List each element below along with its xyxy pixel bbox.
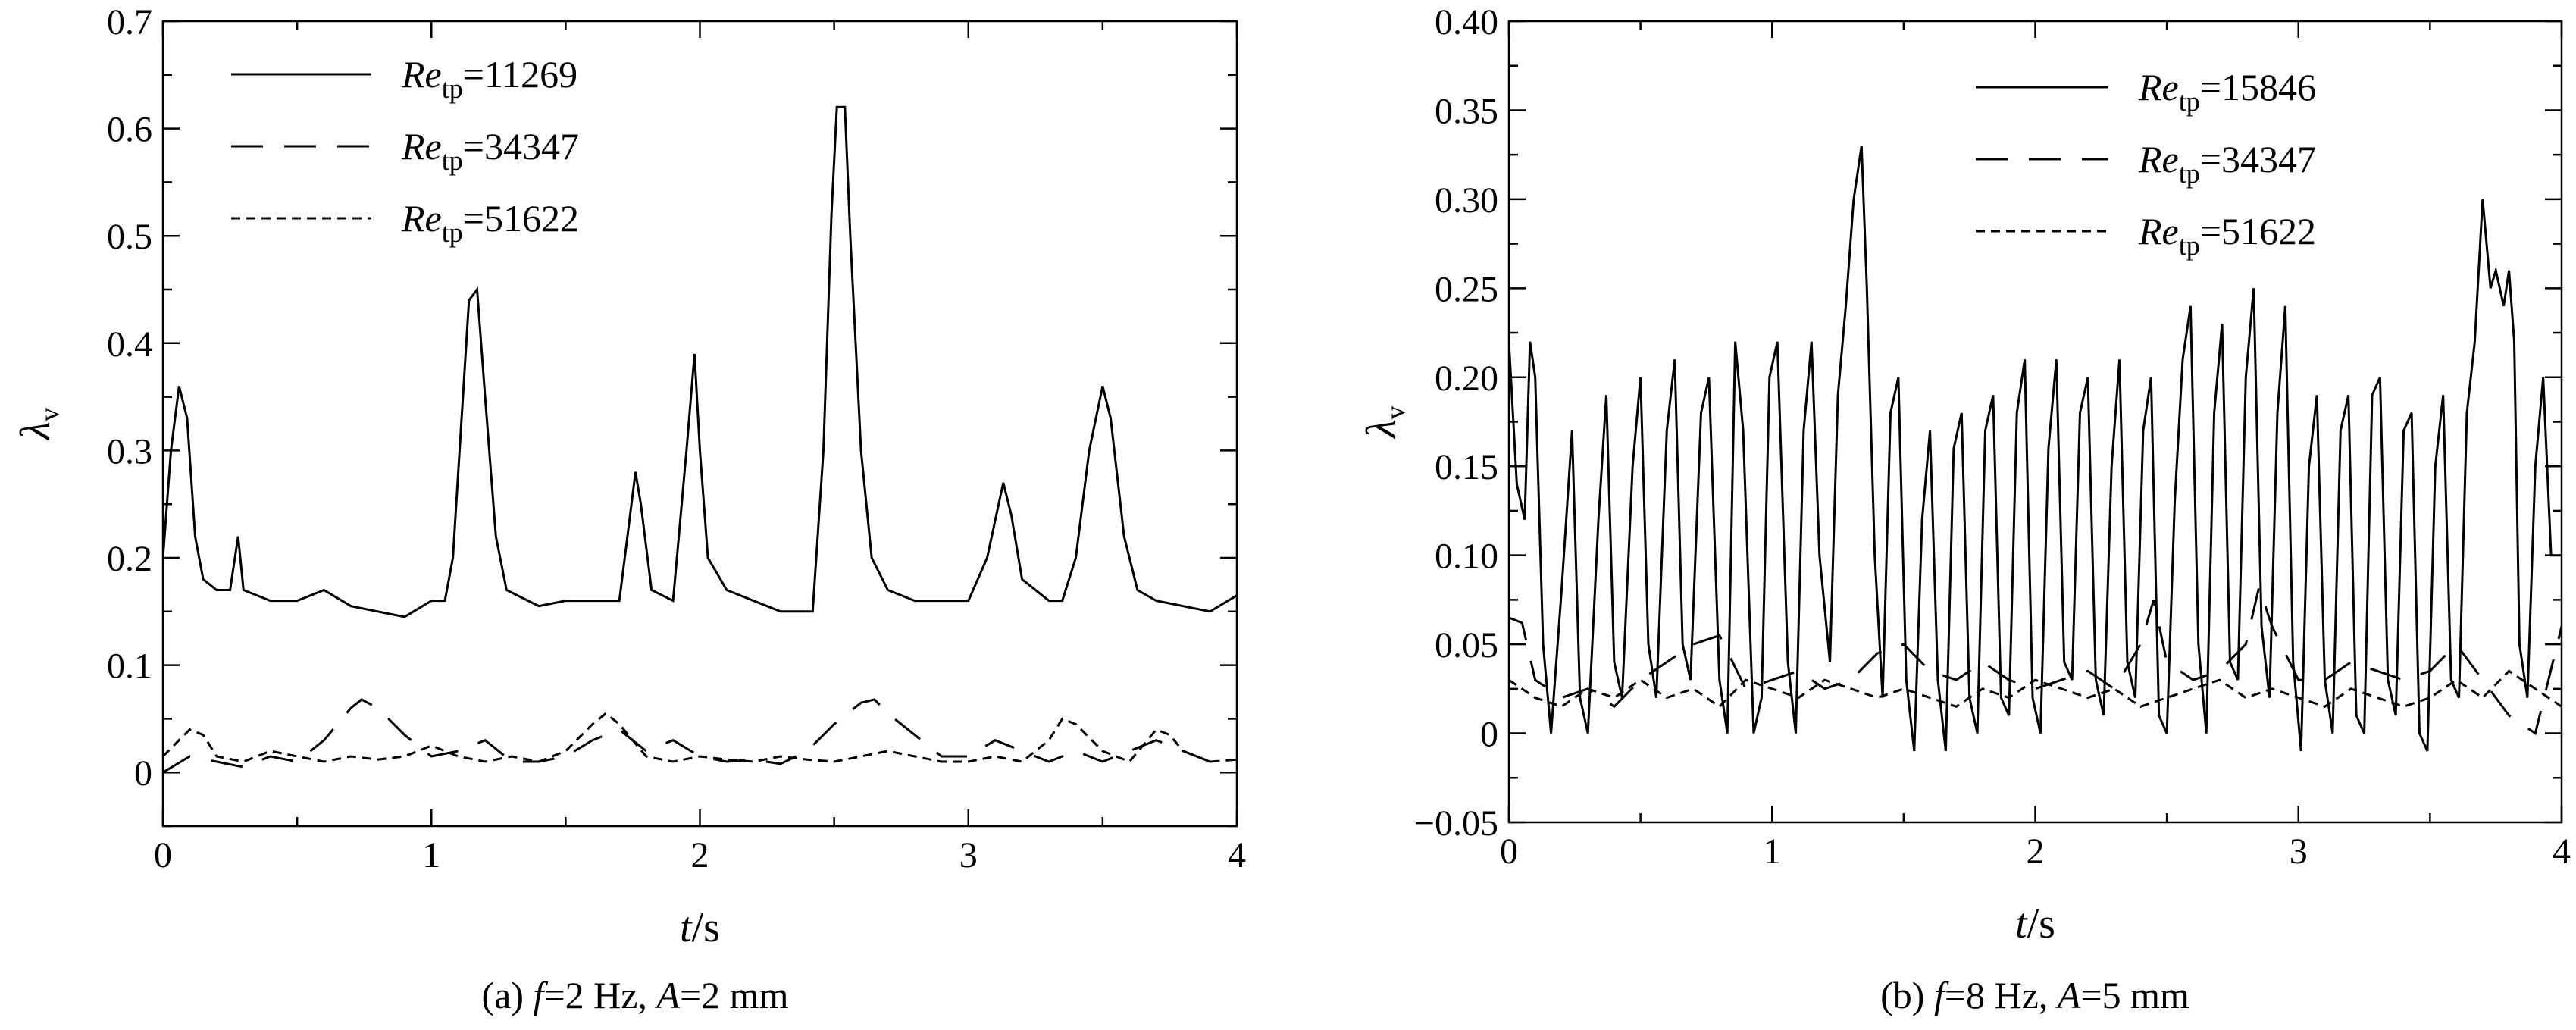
y-tick-label: 0.4 xyxy=(107,324,152,365)
y-tick-label: 0.3 xyxy=(107,431,152,471)
y-tick-label: 0.15 xyxy=(1435,447,1498,487)
plot-frame xyxy=(161,20,1238,828)
y-axis-label: λv xyxy=(1358,405,1410,439)
y-tick-label: 0.2 xyxy=(107,539,152,579)
y-tick-label: 0 xyxy=(1480,715,1498,755)
legend-label-1: Retp=15846 xyxy=(2138,66,2316,117)
series-line-2 xyxy=(163,698,1237,774)
y-tick-label: 0.30 xyxy=(1435,180,1498,221)
legend-label-2: Retp=34347 xyxy=(401,125,579,176)
legend-label-1: Retp=11269 xyxy=(401,53,577,104)
x-tick-label: 2 xyxy=(2027,831,2045,872)
y-tick-label: 0.35 xyxy=(1435,91,1498,131)
x-tick-label: 2 xyxy=(691,835,709,875)
y-tick-label: 0.6 xyxy=(107,110,152,150)
y-tick-label: 0 xyxy=(134,753,152,794)
x-tick-label: 1 xyxy=(1763,831,1781,872)
y-tick-label: 0.25 xyxy=(1435,269,1498,309)
y-tick-label: 0.5 xyxy=(107,217,152,257)
y-tick-label: 0.1 xyxy=(107,646,152,687)
x-tick-label: 0 xyxy=(1500,831,1518,872)
y-axis-label: λv xyxy=(12,408,64,441)
y-tick-label: 0.10 xyxy=(1435,537,1498,577)
x-tick-label: 4 xyxy=(1228,835,1246,875)
x-tick-label: 0 xyxy=(154,835,172,875)
legend-label-2: Retp=34347 xyxy=(2138,138,2316,189)
x-tick-label: 4 xyxy=(2553,831,2571,872)
x-axis-label: t/s xyxy=(2015,900,2055,947)
series-line-1 xyxy=(163,105,1237,618)
y-tick-label: −0.05 xyxy=(1414,803,1498,844)
series-line-1 xyxy=(1509,146,2562,752)
legend-label-3: Retp=51622 xyxy=(401,197,579,248)
chart-panel-a: 0 1 2 3 4 0 0.1 0.2 0.3 0.4 0.5 0.6 0.7 t/s λv Retp=112… xyxy=(12,2,1246,1016)
x-axis-label: t/s xyxy=(680,904,720,951)
x-tick-label: 3 xyxy=(959,835,978,875)
series-line-3 xyxy=(163,712,1237,763)
panel-caption: (a) f=2 Hz, A=2 mm xyxy=(482,974,789,1016)
x-tick-label: 3 xyxy=(2290,831,2308,872)
series-line-3 xyxy=(1509,669,2562,709)
y-tick-label: 0.40 xyxy=(1435,2,1498,42)
y-tick-label: 0.7 xyxy=(107,2,152,42)
y-tick-label: 0.20 xyxy=(1435,358,1498,399)
panel-caption: (b) f=8 Hz, A=5 mm xyxy=(1880,974,2189,1016)
chart-panel-b: 0 1 2 3 4−0.0500.050.100.150.200.250.300.350… xyxy=(1358,2,2571,1016)
y-tick-label: 0.05 xyxy=(1435,625,1498,665)
x-tick-label: 1 xyxy=(422,835,440,875)
legend-label-3: Retp=51622 xyxy=(2138,210,2316,261)
